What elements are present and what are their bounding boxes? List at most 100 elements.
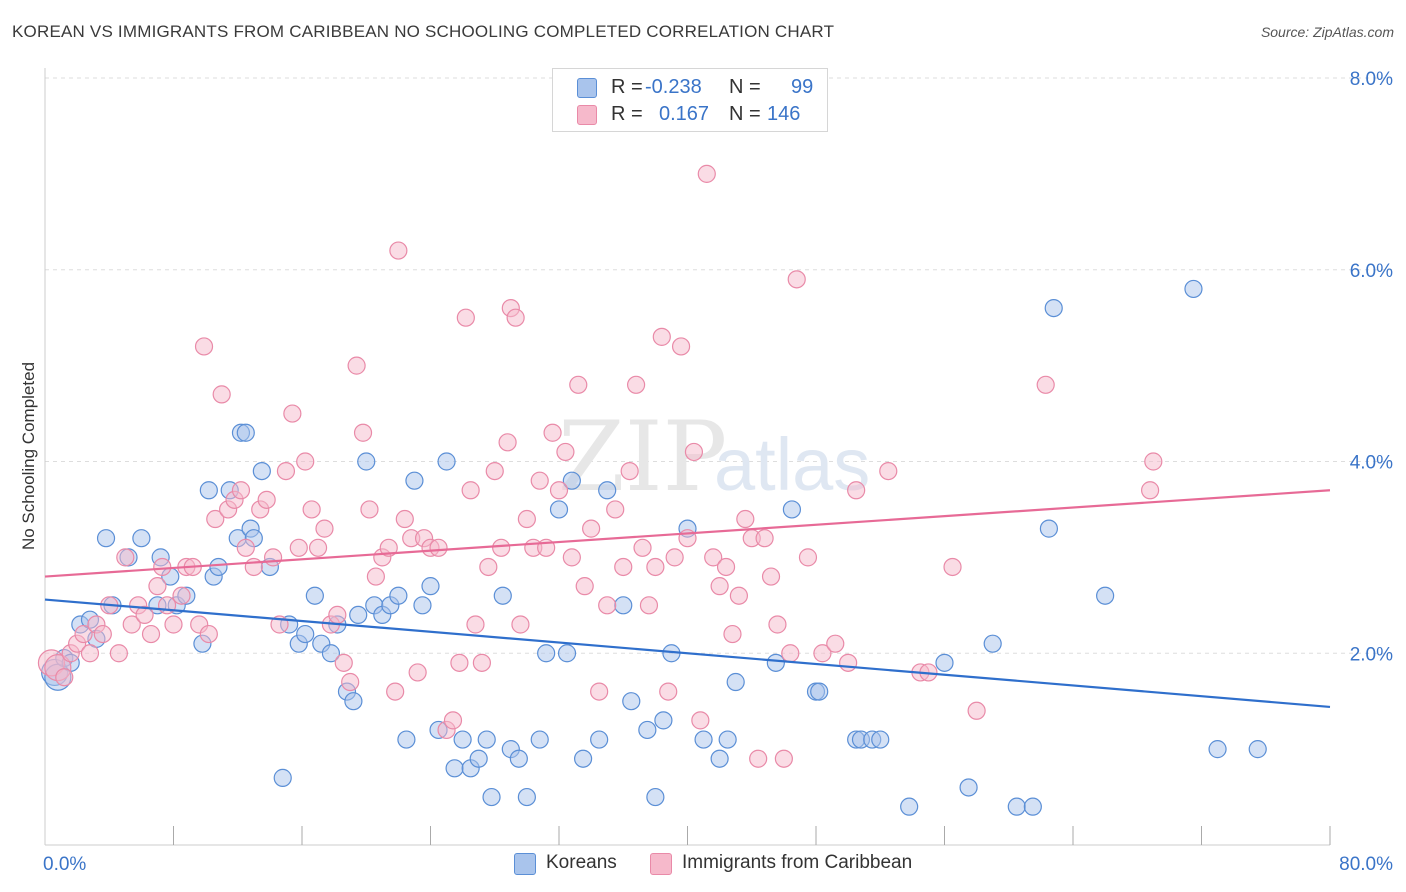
korean-point: [1248, 740, 1267, 759]
caribbean-point: [729, 586, 749, 605]
caribbean-point: [276, 461, 296, 481]
caribbean-point: [141, 624, 161, 644]
korean-point: [321, 644, 341, 663]
caribbean-point: [116, 548, 135, 567]
caribbean-point: [360, 500, 379, 519]
korean-point: [389, 586, 408, 605]
korean-point: [590, 730, 609, 749]
caribbean-point: [389, 241, 408, 260]
caribbean-point: [55, 668, 74, 687]
korean-point: [437, 452, 456, 471]
korean-point: [557, 644, 577, 663]
korean-point: [469, 749, 488, 768]
caribbean-point: [153, 557, 172, 577]
caribbean-legend-label: Immigrants from Caribbean: [682, 852, 913, 873]
korean-point: [810, 682, 829, 701]
source-label: Source: ZipAtlas.com: [1260, 24, 1394, 40]
caribbean-point: [498, 433, 517, 452]
caribbean-point: [614, 557, 633, 577]
caribbean-point: [148, 577, 167, 596]
caribbean-point: [308, 538, 328, 557]
caribbean-point: [109, 644, 128, 663]
korean-point: [694, 730, 713, 749]
korean-point: [397, 730, 416, 749]
korean-point: [482, 787, 501, 807]
caribbean-point: [606, 500, 625, 519]
caribbean-point: [395, 509, 414, 529]
caribbean-point: [511, 615, 530, 634]
korean-point: [782, 500, 802, 519]
caribbean-point: [684, 442, 704, 462]
caribbean-point: [379, 538, 398, 557]
caribbean-point: [366, 567, 385, 586]
caribbean-point: [723, 624, 742, 644]
caribbean-point: [296, 452, 315, 471]
caribbean-point: [639, 596, 659, 615]
caribbean-point: [1140, 481, 1160, 500]
korean-point: [710, 749, 729, 768]
korean-point: [199, 481, 218, 500]
korean-point: [573, 749, 593, 768]
korean-trend-line: [44, 598, 1331, 709]
caribbean-point: [485, 461, 504, 481]
legend-n-label: N =: [729, 103, 761, 125]
korean-point: [959, 778, 978, 797]
caribbean-point: [761, 567, 781, 586]
korean-point: [1096, 586, 1115, 605]
korean-point: [493, 586, 512, 605]
caribbean-point: [443, 711, 463, 730]
korean-point: [1184, 279, 1203, 299]
legend-n-value: 99: [791, 76, 814, 98]
caribbean-point: [697, 164, 716, 183]
korean-point: [654, 711, 673, 730]
caribbean-point: [787, 270, 806, 289]
axis-layer: [44, 68, 1331, 846]
y-tick-label: 2.0%: [1350, 644, 1393, 665]
caribbean-point: [582, 519, 601, 538]
korean-point: [638, 720, 657, 740]
caribbean-point: [665, 548, 684, 567]
caribbean-point: [543, 423, 562, 442]
korean-point: [871, 730, 890, 749]
legend-r-label: R =: [611, 103, 643, 125]
korean-point: [96, 529, 116, 548]
caribbean-point: [347, 356, 366, 375]
korean-point: [357, 452, 376, 471]
caribbean-point: [244, 557, 263, 577]
caribbean-legend-swatch: [650, 853, 672, 875]
caribbean-point: [283, 404, 302, 423]
caribbean-point: [450, 653, 469, 672]
korean-point: [413, 596, 432, 615]
legend-r-label: R =: [611, 76, 643, 98]
caribbean-point: [590, 682, 609, 701]
caribbean-point: [315, 519, 334, 538]
caribbean-point: [1036, 375, 1055, 394]
caribbean-point: [466, 615, 485, 634]
korean-point: [236, 423, 255, 442]
correlation-legend: R = -0.238 N = 99 R = 0.167 N = 146: [552, 68, 828, 132]
korean-point: [549, 500, 569, 519]
y-tick-label: 6.0%: [1350, 261, 1393, 282]
caribbean-point: [93, 624, 112, 644]
caribbean-point: [302, 500, 321, 519]
legend-r-value: -0.238: [645, 76, 702, 98]
korean-point: [305, 586, 324, 605]
caribbean-point: [506, 308, 525, 327]
caribbean-point: [768, 615, 787, 634]
caribbean-point: [879, 461, 898, 481]
caribbean-point: [813, 644, 832, 663]
caribbean-point: [704, 548, 723, 567]
korean-point: [1023, 797, 1042, 816]
caribbean-point: [659, 682, 678, 701]
caribbean-point: [334, 653, 353, 672]
caribbean-point: [479, 557, 498, 577]
caribbean-point: [461, 481, 480, 500]
caribbean-point: [194, 337, 214, 356]
korean-point: [1039, 519, 1059, 538]
caribbean-point: [236, 538, 255, 557]
korean-point: [1044, 299, 1063, 318]
legend-r-value: 0.167: [659, 103, 710, 125]
caribbean-point: [289, 538, 308, 557]
caribbean-point: [353, 423, 373, 442]
